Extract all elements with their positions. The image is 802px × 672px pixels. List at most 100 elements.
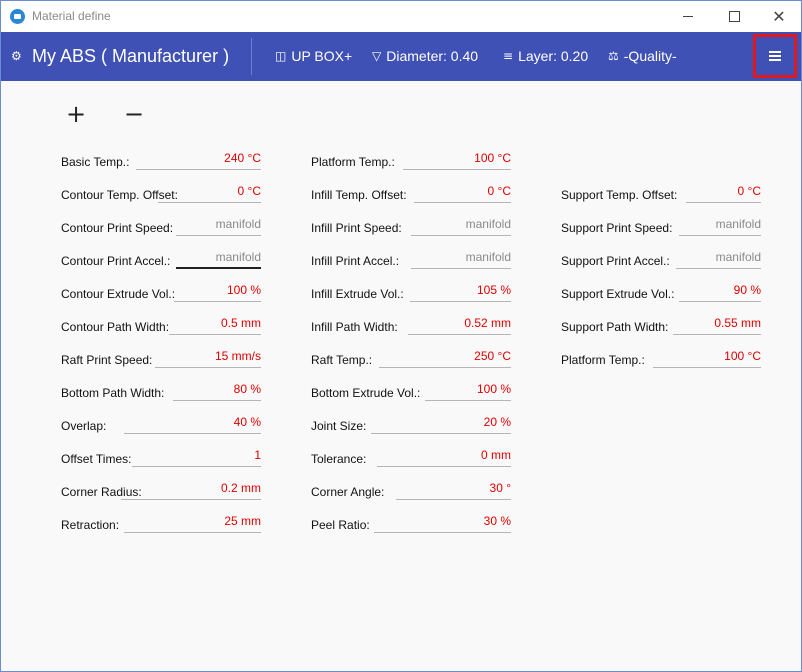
balance-icon: ⚖: [608, 49, 619, 63]
remove-button[interactable]: −: [123, 100, 145, 128]
field-col2-row11: Corner Angle: 30 °: [311, 479, 511, 501]
field-col3-row3: Support Print Speed: manifold: [561, 215, 761, 237]
field-label: Raft Temp.:: [311, 353, 373, 367]
field-label: Tolerance:: [311, 452, 367, 466]
field-value-input[interactable]: 0.55 mm: [673, 314, 761, 335]
field-col1-row8: Bottom Path Width: 80 %: [61, 380, 261, 402]
field-col3-row5: Support Extrude Vol.: 90 %: [561, 281, 761, 303]
field-col3-row2: Support Temp. Offset: 0 °C: [561, 182, 761, 204]
field-col2-row5: Infill Extrude Vol.: 105 %: [311, 281, 511, 303]
field-col2-row3: Infill Print Speed: manifold: [311, 215, 511, 237]
printer-indicator: ◫ UP BOX+: [275, 48, 352, 64]
field-value-input[interactable]: 250 °C: [379, 347, 511, 368]
layers-icon: ≡: [503, 49, 514, 63]
field-value-input[interactable]: 30 °: [396, 479, 511, 500]
field-label: Peel Ratio:: [311, 518, 370, 532]
field-col1-row1: Basic Temp.: 240 °C: [61, 149, 261, 171]
field-label: Basic Temp.:: [61, 155, 130, 169]
field-label: Joint Size:: [311, 419, 367, 433]
field-value-input[interactable]: 105 %: [410, 281, 511, 302]
maximize-icon: [728, 11, 740, 22]
field-col3-row6: Support Path Width: 0.55 mm: [561, 314, 761, 336]
field-label: Infill Temp. Offset:: [311, 188, 407, 202]
maximize-button[interactable]: [711, 1, 757, 32]
printer-label: UP BOX+: [291, 48, 353, 64]
field-label: Infill Print Speed:: [311, 221, 402, 235]
field-value-input[interactable]: manifold: [411, 248, 511, 269]
field-label: Bottom Path Width:: [61, 386, 165, 400]
field-value-input[interactable]: 25 mm: [124, 512, 261, 533]
diameter-label: Diameter: 0.40: [386, 48, 479, 64]
field-col2-row6: Infill Path Width: 0.52 mm: [311, 314, 511, 336]
field-col1-row7: Raft Print Speed: 15 mm/s: [61, 347, 261, 369]
field-value-input[interactable]: 0 °C: [414, 182, 511, 203]
field-col2-row9: Joint Size: 20 %: [311, 413, 511, 435]
field-value-input[interactable]: 40 %: [124, 413, 261, 434]
field-label: Support Temp. Offset:: [561, 188, 678, 202]
field-value-input[interactable]: 20 %: [371, 413, 511, 434]
header-divider: [251, 38, 252, 75]
menu-button[interactable]: [753, 34, 797, 78]
field-col2-row12: Peel Ratio: 30 %: [311, 512, 511, 534]
field-value-input[interactable]: 0 mm: [377, 446, 511, 467]
field-value-input[interactable]: 0.5 mm: [169, 314, 261, 335]
field-col1-row2: Contour Temp. Offset: 0 °C: [61, 182, 261, 204]
field-value-input[interactable]: 100 %: [425, 380, 511, 401]
field-value-input[interactable]: 80 %: [173, 380, 261, 401]
field-value-input[interactable]: 0.52 mm: [408, 314, 511, 335]
field-value-input[interactable]: manifold: [176, 215, 261, 236]
minimize-button[interactable]: [665, 1, 711, 32]
field-value-input[interactable]: 100 %: [174, 281, 261, 302]
field-value-input[interactable]: 15 mm/s: [155, 347, 261, 368]
field-col2-row7: Raft Temp.: 250 °C: [311, 347, 511, 369]
field-col2-row2: Infill Temp. Offset: 0 °C: [311, 182, 511, 204]
title-bar: Material define ✕: [1, 1, 801, 32]
field-col2-row1: Platform Temp.: 100 °C: [311, 149, 511, 171]
field-value-input[interactable]: 90 %: [679, 281, 761, 302]
close-icon: ✕: [772, 7, 786, 26]
gear-icon: ⚙: [11, 49, 22, 63]
close-button[interactable]: ✕: [756, 1, 802, 32]
field-label: Corner Angle:: [311, 485, 385, 499]
layer-indicator: ≡ Layer: 0.20: [503, 48, 588, 64]
field-label: Corner Radius:: [61, 485, 142, 499]
field-value-input[interactable]: 0 °C: [686, 182, 761, 203]
field-value-input[interactable]: 100 °C: [403, 149, 511, 170]
field-label: Support Path Width:: [561, 320, 669, 334]
field-label: Support Extrude Vol.:: [561, 287, 675, 301]
app-icon: [10, 9, 25, 24]
field-col3-row7: Platform Temp.: 100 °C: [561, 347, 761, 369]
field-col3-row4: Support Print Accel.: manifold: [561, 248, 761, 270]
field-label: Retraction:: [61, 518, 120, 532]
field-label: Offset Times:: [61, 452, 132, 466]
field-label: Infill Path Width:: [311, 320, 398, 334]
field-value-input[interactable]: manifold: [176, 248, 261, 269]
field-value-input[interactable]: 100 °C: [653, 347, 761, 368]
field-value-input[interactable]: manifold: [411, 215, 511, 236]
field-label: Platform Temp.:: [311, 155, 395, 169]
field-value-input[interactable]: 0 °C: [158, 182, 261, 203]
diameter-indicator: ▽ Diameter: 0.40: [372, 48, 478, 64]
window-title: Material define: [32, 9, 111, 23]
field-col2-row10: Tolerance: 0 mm: [311, 446, 511, 468]
add-button[interactable]: +: [65, 100, 87, 128]
field-value-input[interactable]: 30 %: [374, 512, 511, 533]
field-label: Raft Print Speed:: [61, 353, 153, 367]
field-value-input[interactable]: manifold: [679, 215, 761, 236]
field-value-input[interactable]: 240 °C: [136, 149, 261, 170]
quality-indicator[interactable]: ⚖ -Quality-: [608, 48, 677, 64]
field-col1-row4: Contour Print Accel.: manifold: [61, 248, 261, 270]
field-value-input[interactable]: 0.2 mm: [121, 479, 261, 500]
field-value-input[interactable]: manifold: [676, 248, 761, 269]
nozzle-icon: ▽: [372, 49, 382, 63]
field-label: Support Print Accel.:: [561, 254, 670, 268]
field-col1-row6: Contour Path Width: 0.5 mm: [61, 314, 261, 336]
hamburger-icon: [769, 51, 781, 61]
field-label: Overlap:: [61, 419, 107, 433]
field-label: Platform Temp.:: [561, 353, 645, 367]
field-col1-row9: Overlap: 40 %: [61, 413, 261, 435]
field-label: Support Print Speed:: [561, 221, 673, 235]
field-label: Infill Print Accel.:: [311, 254, 400, 268]
field-value-input[interactable]: 1: [132, 446, 261, 467]
